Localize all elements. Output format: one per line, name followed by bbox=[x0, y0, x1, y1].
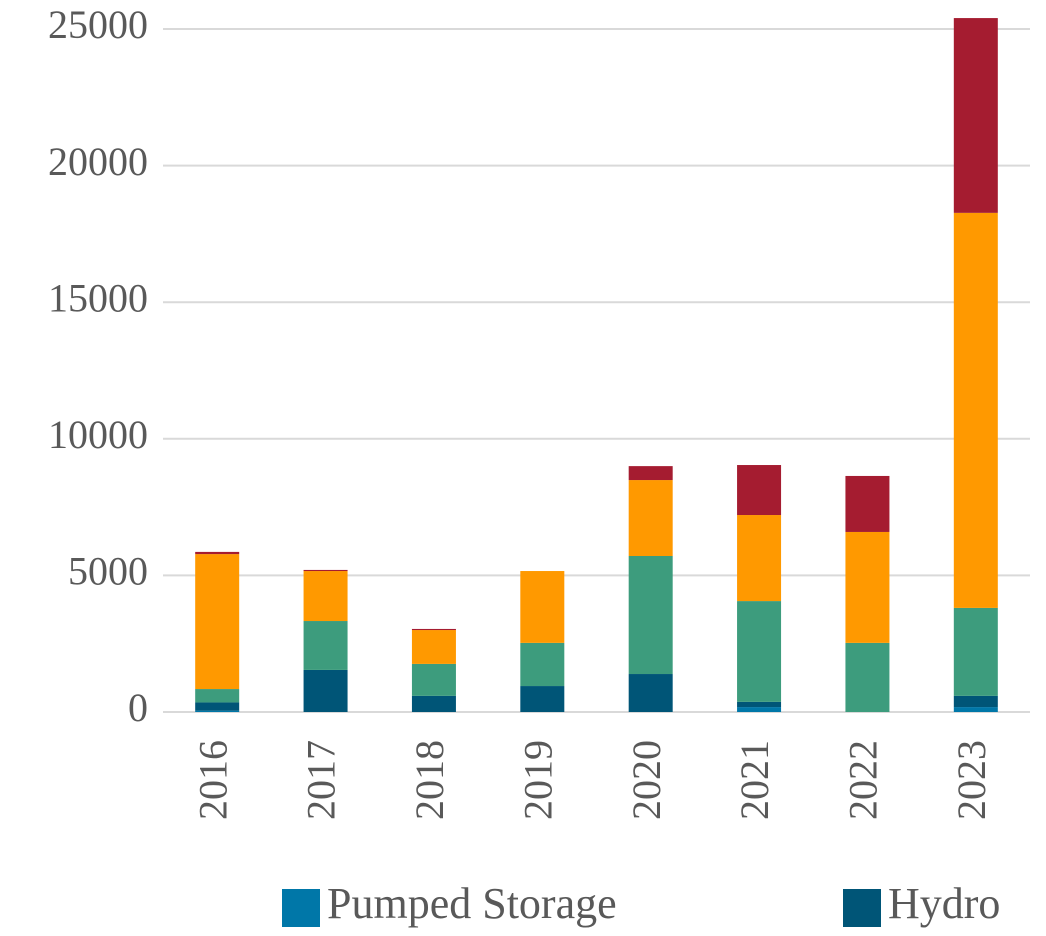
bar-segment bbox=[195, 551, 240, 555]
x-tick-label: 2022 bbox=[841, 740, 886, 820]
bar-segment bbox=[628, 480, 673, 557]
bar-segment bbox=[845, 475, 890, 532]
bar-segment bbox=[845, 642, 890, 712]
bar-segment bbox=[520, 571, 565, 643]
bar-segment bbox=[195, 702, 240, 711]
bar-segment bbox=[411, 630, 456, 664]
bar-segment bbox=[303, 669, 348, 712]
legend-swatch bbox=[282, 889, 320, 927]
bar-segment bbox=[411, 628, 456, 631]
y-tick-label: 20000 bbox=[48, 139, 148, 184]
bar-segment bbox=[737, 701, 782, 708]
bar-segment bbox=[411, 695, 456, 712]
bar-segment bbox=[520, 642, 565, 687]
bar-segment bbox=[953, 707, 998, 712]
bar-segment bbox=[953, 18, 998, 213]
bar-segment bbox=[737, 465, 782, 516]
bar-segment bbox=[953, 212, 998, 608]
bar-segment bbox=[195, 710, 240, 712]
bar-segment bbox=[303, 571, 348, 622]
bar-segment bbox=[303, 569, 348, 572]
x-tick-label: 2016 bbox=[190, 740, 235, 820]
bar-segment bbox=[737, 601, 782, 702]
bar-segment bbox=[953, 607, 998, 696]
bar-segment bbox=[628, 466, 673, 481]
bar-segment bbox=[195, 689, 240, 703]
y-tick-label: 5000 bbox=[68, 549, 148, 594]
x-tick-label: 2020 bbox=[624, 740, 669, 820]
legend-swatch bbox=[843, 889, 881, 927]
bar-segment bbox=[195, 554, 240, 690]
y-tick-label: 10000 bbox=[48, 412, 148, 457]
y-tick-label: 15000 bbox=[48, 275, 148, 320]
bar-segment bbox=[628, 556, 673, 675]
x-tick-label: 2019 bbox=[515, 740, 560, 820]
bar-segment bbox=[737, 707, 782, 712]
x-tick-label: 2018 bbox=[407, 740, 452, 820]
bar-segment bbox=[520, 686, 565, 712]
bar-segment bbox=[845, 531, 890, 643]
y-tick-label: 25000 bbox=[48, 2, 148, 47]
x-tick-label: 2017 bbox=[299, 740, 344, 820]
y-tick-label: 0 bbox=[128, 685, 148, 730]
bar-segment bbox=[953, 695, 998, 708]
bar-segment bbox=[411, 663, 456, 696]
x-tick-label: 2023 bbox=[949, 740, 994, 820]
legend-label: Pumped Storage bbox=[327, 879, 617, 928]
x-tick-label: 2021 bbox=[732, 740, 777, 820]
legend-label: Hydro bbox=[888, 879, 1000, 928]
bar-segment bbox=[737, 515, 782, 602]
bar-segment bbox=[628, 674, 673, 712]
bar-segment bbox=[303, 621, 348, 670]
